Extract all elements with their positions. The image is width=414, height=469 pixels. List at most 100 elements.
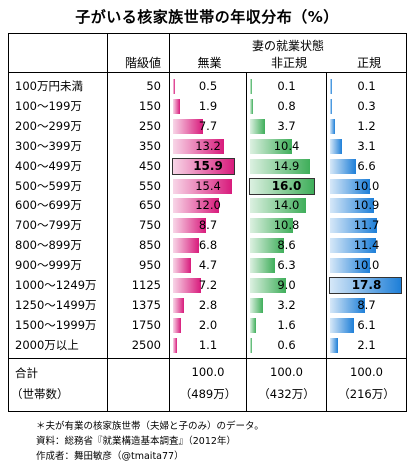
income-class-label: 1250～1499万	[15, 297, 97, 312]
bar-無業	[173, 178, 233, 194]
class-value: 1750	[131, 317, 161, 332]
bar-無業	[172, 157, 235, 175]
value-label: 6.8	[198, 238, 218, 253]
value-label: 3.7	[277, 118, 296, 133]
bar-正規	[330, 218, 377, 234]
bar-無業	[173, 297, 184, 313]
total-count-mugyo: （489万）	[179, 387, 237, 401]
value-label: 10.4	[273, 138, 300, 153]
bar-正規	[330, 258, 370, 274]
bar-無業	[173, 79, 175, 94]
income-class-label: 400～499万	[15, 158, 82, 173]
value-label: 13.2	[195, 138, 221, 153]
value-label: 0.6	[277, 337, 296, 352]
value-label: 3.2	[277, 297, 296, 312]
bar-非正規	[250, 238, 285, 254]
bar-無業	[173, 238, 200, 254]
bar-無業	[173, 118, 203, 134]
bar-正規	[330, 198, 374, 214]
bar-無業	[173, 278, 201, 293]
bar-非正規	[250, 317, 257, 333]
value-label: 7.2	[198, 278, 218, 292]
bar-無業	[173, 138, 224, 154]
value-label: 1.9	[198, 98, 218, 113]
value-label: 2.1	[357, 337, 376, 352]
income-class-label: 200～299万	[15, 118, 82, 133]
value-label: 0.3	[357, 98, 376, 113]
class-value-header: 階級値	[124, 56, 161, 70]
bar-無業	[173, 258, 192, 274]
bar-非正規	[250, 258, 276, 274]
bar-非正規	[250, 118, 265, 134]
class-value: 950	[139, 258, 161, 273]
total-label-cell: 合計 （世帯数）	[8, 358, 108, 412]
bar-正規	[328, 277, 403, 294]
value-label: 16.0	[271, 178, 302, 193]
value-label: 8.7	[357, 297, 376, 312]
bar-非正規	[250, 337, 253, 353]
value-label: 12.0	[195, 198, 221, 213]
class-value: 350	[139, 138, 161, 153]
bar-正規	[330, 158, 357, 174]
value-label: 8.6	[277, 238, 296, 253]
class-value: 150	[139, 98, 161, 113]
value-label: 2.0	[198, 317, 218, 332]
bar-無業	[173, 337, 178, 353]
col-header-seiki: 正規	[356, 56, 381, 70]
value-label: 0.5	[198, 79, 218, 93]
income-class-label: 500～599万	[15, 178, 82, 193]
value-label: 8.7	[198, 218, 218, 233]
bar-正規	[330, 118, 335, 134]
total-sublabel: （世帯数）	[11, 387, 69, 401]
value-label: 10.0	[353, 178, 380, 193]
value-label: 1.1	[198, 337, 218, 352]
total-hiseiki-cell: 100.0 （432万）	[246, 358, 327, 412]
class-value: 850	[139, 238, 161, 253]
income-class-label: 1000～1249万	[15, 278, 97, 292]
value-label: 0.8	[277, 98, 296, 113]
bar-非正規	[250, 98, 254, 114]
income-class-label: 800～899万	[15, 238, 82, 253]
bar-非正規	[250, 158, 310, 174]
value-label: 1.6	[277, 317, 296, 332]
footnote-author: 作成者：舞田敏彦（@tmaita77）	[36, 451, 184, 462]
value-label: 15.4	[195, 178, 221, 193]
bar-無業	[173, 317, 181, 333]
col-header-mugyo: 無業	[197, 56, 222, 70]
bar-無業	[173, 98, 181, 114]
value-label: 3.1	[357, 138, 376, 153]
value-label: 6.3	[277, 258, 296, 273]
employment-header-cell: 妻の就業状態 無業 非正規 正規	[168, 33, 408, 73]
employment-group-header: 妻の就業状態	[252, 39, 325, 53]
value-label: 17.8	[351, 278, 382, 292]
value-label: 1.2	[357, 118, 376, 133]
series-seiki-column: 0.1 0.3 1.2 3.1 6.6 10.0 10.9 11.7 11.4 10.0 17.8 8…	[325, 72, 408, 359]
value-label: 0.1	[277, 79, 296, 93]
bar-非正規	[250, 79, 252, 94]
bar-正規	[330, 337, 339, 353]
bar-正規	[330, 317, 355, 333]
value-label: 2.8	[198, 297, 218, 312]
value-label: 9.0	[277, 278, 296, 292]
class-value: 1375	[131, 297, 161, 312]
bar-無業	[173, 198, 219, 214]
income-class-label: 100～199万	[15, 98, 82, 113]
value-label: 6.6	[357, 158, 376, 173]
income-class-label: 300～399万	[15, 138, 82, 153]
total-value-seiki: 100.0	[350, 365, 383, 379]
bar-非正規	[250, 278, 286, 293]
class-value: 750	[139, 218, 161, 233]
income-class-column: 100万円未満 100～199万 200～299万 300～399万 400～499万 5…	[8, 72, 108, 359]
value-label: 6.1	[357, 317, 376, 332]
value-label: 7.7	[198, 118, 218, 133]
value-label: 14.0	[273, 198, 300, 213]
series-mugyo-column: 0.5 1.9 7.7 13.2 15.9 15.4 12.0 8.7 6.8 4.7 7.2 2.8…	[169, 72, 247, 359]
value-label: 15.9	[193, 158, 223, 173]
value-label: 11.7	[353, 218, 380, 233]
bar-非正規	[250, 138, 292, 154]
col-header-hiseiki: 非正規	[270, 56, 307, 70]
class-value: 550	[139, 178, 161, 193]
page-title: 子がいる核家族世帯の年収分布（%）	[75, 8, 339, 26]
bar-無業	[173, 218, 207, 234]
class-value: 50	[146, 79, 161, 93]
